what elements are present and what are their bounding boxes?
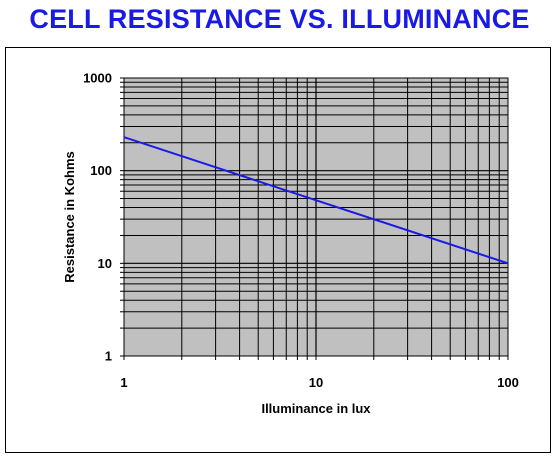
- x-tick-label: 100: [497, 375, 519, 390]
- tick-labels: 1 10 100 1000 1 10 100: [83, 71, 519, 391]
- y-tick-label: 100: [90, 163, 112, 178]
- x-axis-title: Illuminance in lux: [261, 401, 371, 416]
- y-axis-title: Resistance in Kohms: [62, 151, 77, 283]
- chart-title: CELL RESISTANCE VS. ILLUMINANCE: [29, 4, 530, 34]
- x-tick-label: 10: [309, 375, 323, 390]
- y-tick-label: 1000: [83, 71, 112, 86]
- y-tick-label: 1: [105, 349, 112, 364]
- y-tick-label: 10: [98, 256, 112, 271]
- series-line: [123, 136, 509, 265]
- x-tick-label: 1: [120, 375, 127, 390]
- grid-lines: [124, 78, 508, 356]
- chart-frame: [5, 47, 551, 453]
- series-layer: [123, 136, 509, 265]
